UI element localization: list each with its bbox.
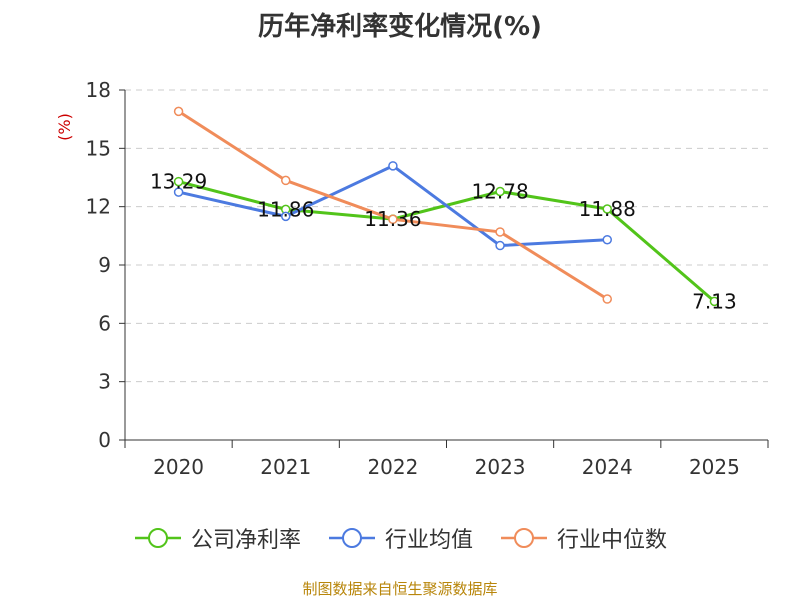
data-point <box>495 240 505 251</box>
data-point <box>602 234 612 245</box>
data-point <box>173 106 184 117</box>
series-line <box>178 164 608 248</box>
legend-swatch <box>134 528 181 548</box>
data-point <box>173 187 184 197</box>
data-label: 11.88 <box>579 197 636 221</box>
x-tick-label: 2024 <box>582 455 633 479</box>
data-point <box>281 175 291 186</box>
y-tick-label: 0 <box>98 428 111 452</box>
legend-label: 行业均值 <box>384 528 473 553</box>
y-tick-label: 3 <box>98 370 111 394</box>
data-point <box>388 161 398 171</box>
legend-item[interactable]: 行业均值 <box>327 522 473 554</box>
x-tick-label: 2023 <box>475 455 526 479</box>
legend-item[interactable]: 公司净利率 <box>133 522 301 554</box>
data-point <box>709 296 720 307</box>
x-tick-label: 2025 <box>689 455 740 479</box>
chart-title: 历年净利率变化情况(%) <box>258 12 542 42</box>
data-label: 11.36 <box>364 207 421 231</box>
data-label: 7.13 <box>692 289 737 313</box>
y-tick-label: 6 <box>98 311 111 335</box>
y-axis-label: (%) <box>55 113 74 141</box>
data-point <box>281 211 291 222</box>
y-tick-label: 15 <box>86 136 111 160</box>
legend-marker <box>147 528 168 548</box>
data-point <box>602 204 612 214</box>
y-tick-label: 9 <box>98 253 111 277</box>
legend-label: 公司净利率 <box>190 528 301 553</box>
source-note: 制图数据来自恒生聚源数据库 <box>302 580 498 598</box>
legend-marker <box>514 528 534 548</box>
legend-swatch <box>328 528 375 548</box>
legend-marker <box>341 528 362 548</box>
legend-label: 行业中位数 <box>557 528 668 553</box>
data-point <box>602 294 612 304</box>
legend-item[interactable]: 行业中位数 <box>499 522 667 554</box>
legend: 公司净利率 行业均值 行业中位数 <box>0 518 800 558</box>
legend-swatch <box>501 528 547 548</box>
data-label: 11.86 <box>257 197 314 221</box>
x-tick-label: 2021 <box>260 455 311 479</box>
data-label: 12.78 <box>471 180 528 204</box>
data-point <box>388 214 398 225</box>
x-tick-label: 2022 <box>367 455 418 479</box>
data-label: 13.29 <box>150 170 207 194</box>
x-tick-label: 2020 <box>153 455 204 479</box>
data-point <box>495 186 505 197</box>
data-point <box>173 176 184 187</box>
y-tick-label: 18 <box>86 78 111 102</box>
y-tick-label: 12 <box>86 195 111 219</box>
data-point <box>495 227 505 237</box>
